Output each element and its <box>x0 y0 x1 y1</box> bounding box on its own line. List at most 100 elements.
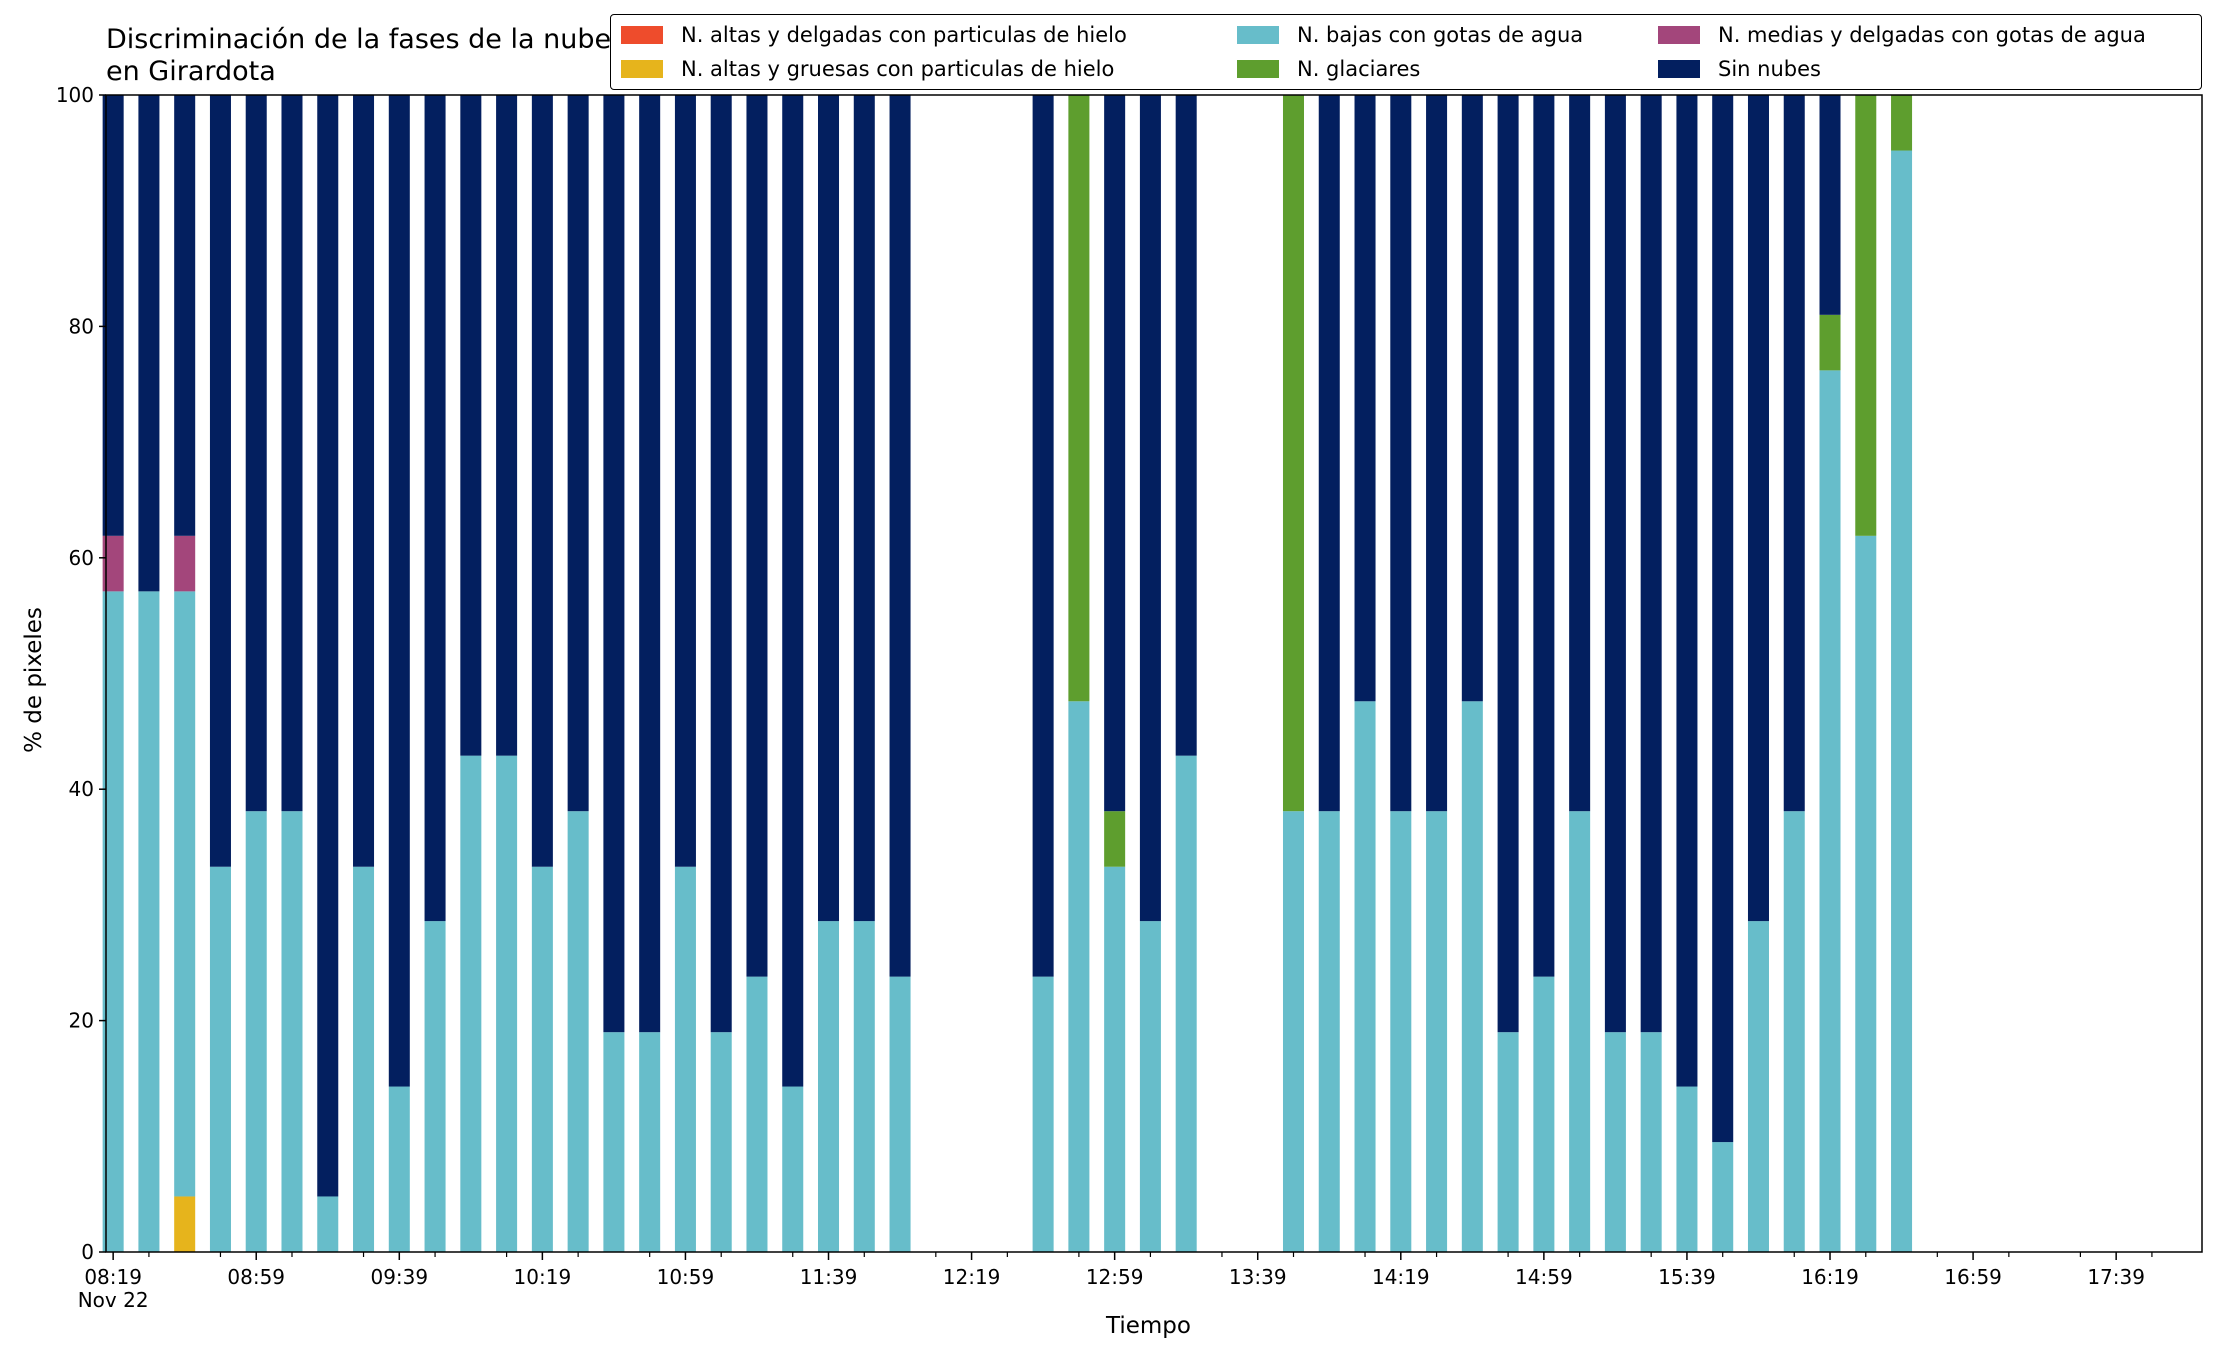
legend-entry: N. altas y gruesas con particulas de hie… <box>621 56 1114 82</box>
bar-segment-sin-nubes <box>1139 95 1161 922</box>
legend-label: Sin nubes <box>1718 57 1821 81</box>
bar-segment-sin-nubes <box>1318 95 1340 812</box>
bar-segment-bajas <box>353 866 375 1252</box>
legend-entry: N. medias y delgadas con gotas de agua <box>1658 22 2146 48</box>
bar-segment-sin-nubes <box>1354 95 1376 702</box>
bar-segment-bajas <box>1855 535 1877 1252</box>
bar-segment-bajas <box>102 591 124 1252</box>
bar-segment-sin-nubes <box>531 95 553 867</box>
bar-segment-bajas <box>1390 811 1412 1252</box>
bar-segment-bajas <box>746 976 768 1252</box>
bar-segment-sin-nubes <box>424 95 446 922</box>
x-tick-label: Nov 22 <box>78 1288 149 1312</box>
bar-segment-sin-nubes <box>353 95 375 867</box>
bar-segment-glaciares <box>1855 95 1877 536</box>
bar-segment-sin-nubes <box>174 95 196 536</box>
legend-swatch <box>1658 26 1700 44</box>
x-tick-label: 08:59 <box>227 1265 285 1289</box>
bar-segment-bajas <box>1640 1032 1662 1252</box>
bar-segment-sin-nubes <box>889 95 911 977</box>
bar-segment-glaciares <box>1068 95 1090 702</box>
bar-segment-bajas <box>1175 755 1197 1252</box>
x-tick-label: 09:39 <box>370 1265 428 1289</box>
x-tick-label: 16:19 <box>1801 1265 1859 1289</box>
y-tick-label: 0 <box>81 1240 94 1264</box>
y-tick-label: 20 <box>69 1009 94 1033</box>
bar-segment-bajas <box>818 921 840 1252</box>
bar-segment-sin-nubes <box>1497 95 1519 1033</box>
bar-segment-sin-nubes <box>1676 95 1698 1087</box>
bar-segment-bajas <box>1497 1032 1519 1252</box>
bar-segment-bajas <box>1139 921 1161 1252</box>
bar-segment-sin-nubes <box>1783 95 1805 812</box>
x-tick-label: 14:59 <box>1515 1265 1573 1289</box>
x-tick-label: 10:19 <box>514 1265 572 1289</box>
bar-segment-sin-nubes <box>460 95 482 756</box>
bar-segment-sin-nubes <box>603 95 625 1033</box>
legend-entry: Sin nubes <box>1658 56 1821 82</box>
y-tick-label: 60 <box>69 546 94 570</box>
x-tick-label: 17:39 <box>2087 1265 2145 1289</box>
y-tick-label: 80 <box>69 314 94 338</box>
bar-segment-sin-nubes <box>710 95 732 1033</box>
bar-segment-sin-nubes <box>1461 95 1483 702</box>
legend-swatch <box>1658 60 1700 78</box>
bar-segment-bajas <box>1712 1142 1734 1252</box>
bar-segment-sin-nubes <box>209 95 231 867</box>
bar-segment-bajas <box>567 811 589 1252</box>
bar-segment-bajas <box>174 591 196 1197</box>
bar-segment-bajas <box>1604 1032 1626 1252</box>
bar-segment-sin-nubes <box>1426 95 1448 812</box>
plot-frame <box>105 94 2203 1253</box>
bar-segment-sin-nubes <box>138 95 160 592</box>
bar-segment-sin-nubes <box>853 95 875 922</box>
legend-label: N. altas y delgadas con particulas de hi… <box>681 23 1127 47</box>
bar-segment-glaciares <box>1891 95 1913 151</box>
bar-segment-sin-nubes <box>1569 95 1591 812</box>
legend-label: N. medias y delgadas con gotas de agua <box>1718 23 2146 47</box>
bar-segment-sin-nubes <box>1712 95 1734 1143</box>
legend-swatch <box>621 26 663 44</box>
x-axis-label: Tiempo <box>1106 1313 1191 1339</box>
bar-segment-bajas <box>1068 701 1090 1252</box>
legend-label: N. altas y gruesas con particulas de hie… <box>681 57 1115 81</box>
legend-entry: N. altas y delgadas con particulas de hi… <box>621 22 1127 48</box>
legend-label: N. bajas con gotas de agua <box>1297 23 1584 47</box>
legend-swatch <box>1237 60 1279 78</box>
bar-segment-bajas <box>1676 1086 1698 1252</box>
bar-segment-bajas <box>1461 701 1483 1252</box>
bar-segment-sin-nubes <box>1390 95 1412 812</box>
chart-title: Discriminación de la fases de la nube en… <box>106 24 612 87</box>
y-axis-label-wrap: % de pixeles <box>21 607 47 753</box>
bar-segment-sin-nubes <box>1640 95 1662 1033</box>
bar-segment-bajas <box>317 1196 339 1252</box>
bar-segment-glaciares <box>1819 314 1841 371</box>
bar-segment-bajas <box>1569 811 1591 1252</box>
x-tick-label: 14:19 <box>1372 1265 1430 1289</box>
bar-segment-bajas <box>496 755 518 1252</box>
y-tick-label: 100 <box>56 83 94 107</box>
bar-segment-bajas <box>1783 811 1805 1252</box>
x-tick-label: 10:59 <box>657 1265 715 1289</box>
bar-segment-sin-nubes <box>1533 95 1555 977</box>
bar-segment-bajas <box>853 921 875 1252</box>
bar-segment-bajas <box>209 866 231 1252</box>
bar-segment-sin-nubes <box>1175 95 1197 756</box>
bar-segment-bajas <box>710 1032 732 1252</box>
bar-segment-bajas <box>1891 150 1913 1252</box>
x-tick-label: 11:39 <box>800 1265 858 1289</box>
bar-segment-sin-nubes <box>674 95 696 867</box>
bar-segment-sin-nubes <box>639 95 661 1033</box>
x-tick-label: 16:59 <box>1944 1265 2002 1289</box>
bar-segment-sin-nubes <box>245 95 267 812</box>
bar-segment-bajas <box>1032 976 1054 1252</box>
bar-segment-bajas <box>281 811 303 1252</box>
x-tick-label: 12:59 <box>1086 1265 1144 1289</box>
bar-segment-sin-nubes <box>1747 95 1769 922</box>
bar-segment-bajas <box>1533 976 1555 1252</box>
bar-segment-sin-nubes <box>1819 95 1841 315</box>
bar-segment-bajas <box>889 976 911 1252</box>
chart-legend: N. altas y delgadas con particulas de hi… <box>610 14 2202 90</box>
